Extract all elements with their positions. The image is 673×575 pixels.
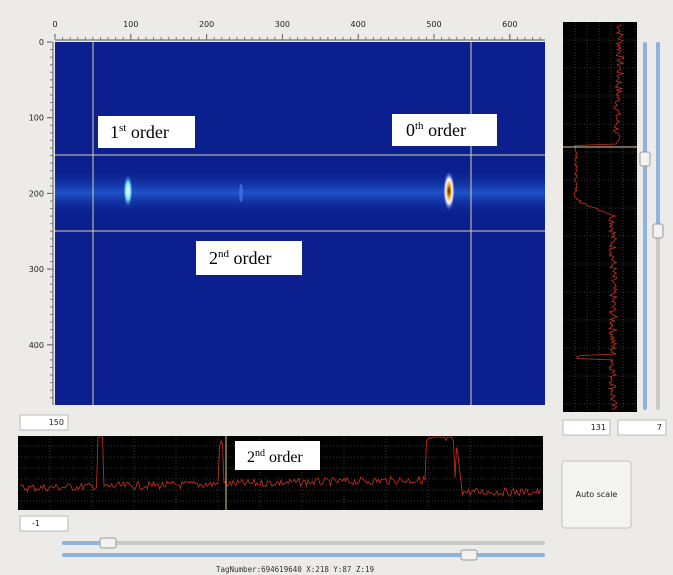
y-tick-label: 400 — [29, 341, 44, 350]
slider-handle[interactable] — [640, 152, 650, 166]
status-bar: TagNumber:694619640 X:218 Y:87 Z:19 — [216, 565, 374, 574]
zeroth-order-spot — [443, 171, 455, 211]
y-tick-label: 200 — [29, 189, 44, 198]
button-label: Auto scale — [576, 490, 618, 499]
first-order-spot — [123, 174, 133, 208]
input-value: 131 — [591, 423, 606, 432]
slider-handle[interactable] — [653, 224, 663, 238]
annotation: 1st order — [110, 122, 169, 142]
x-tick-label: 500 — [426, 20, 441, 29]
x-tick-label: 0 — [52, 20, 57, 29]
viewer-window: 0 100 200 300 400 500 600 0 100 200 300 400 1st ord… — [0, 0, 673, 575]
slider-handle[interactable] — [461, 550, 477, 560]
y-tick-label: 0 — [39, 38, 44, 47]
faint-spot — [239, 184, 243, 202]
column-profile — [563, 22, 637, 412]
y-tick-label: 100 — [29, 114, 44, 123]
y-tick-label: 300 — [29, 265, 44, 274]
slider-track[interactable] — [62, 541, 545, 545]
slider-fill — [656, 42, 660, 228]
input-value: 150 — [49, 418, 64, 427]
input-offset[interactable] — [20, 516, 68, 531]
x-tick-label: 600 — [502, 20, 517, 29]
x-tick-label: 300 — [275, 20, 290, 29]
slider-handle[interactable] — [100, 538, 116, 548]
x-tick-label: 200 — [199, 20, 214, 29]
x-tick-label: 400 — [351, 20, 366, 29]
x-tick-label: 100 — [123, 20, 138, 29]
input-value: -1 — [32, 519, 40, 528]
input-value: 7 — [657, 423, 662, 432]
slider-track[interactable] — [643, 42, 647, 410]
